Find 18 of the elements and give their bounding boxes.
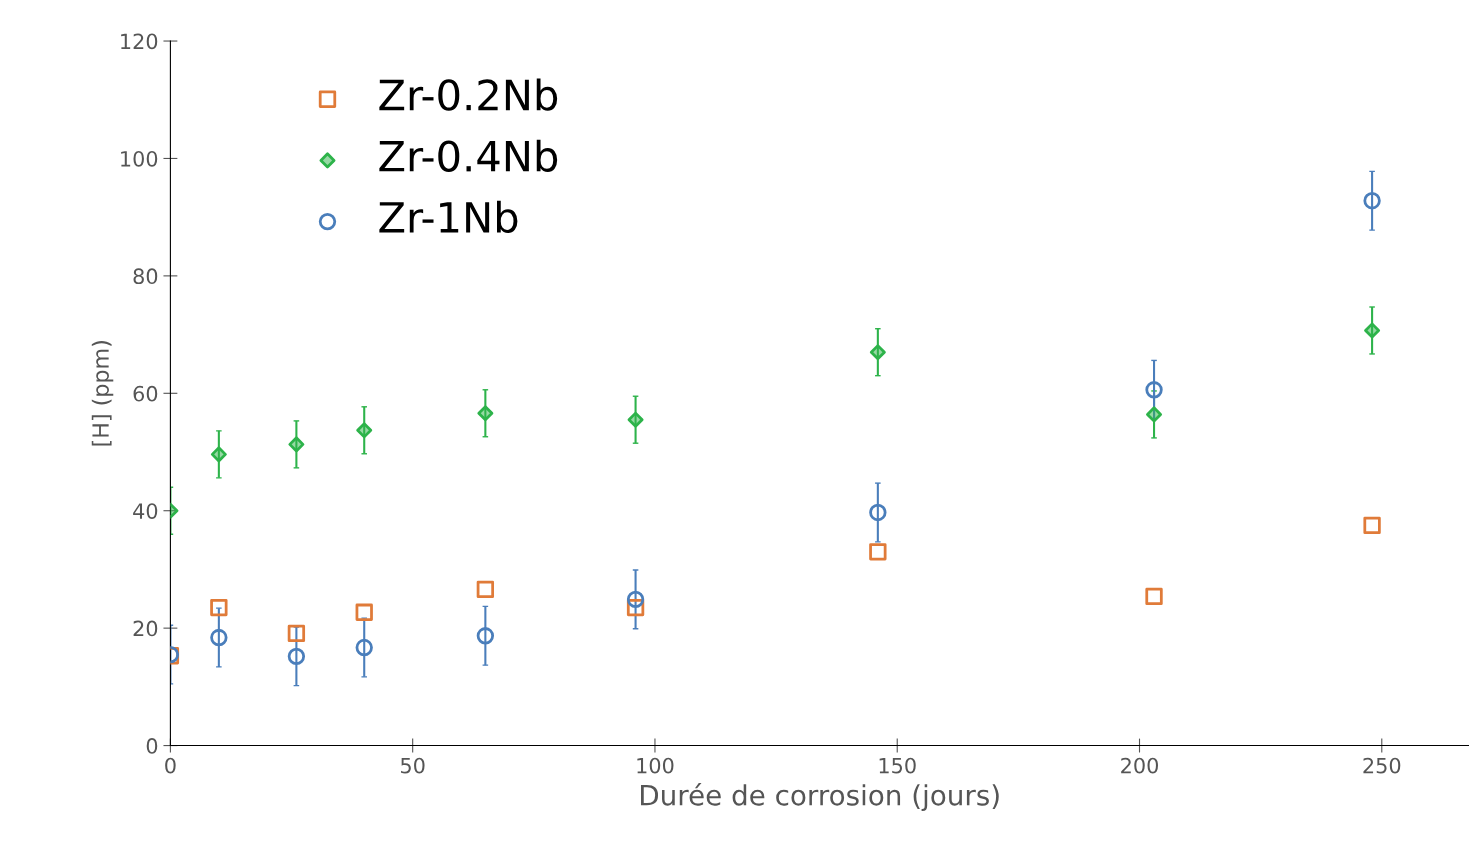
x-tick-label: 250 — [1363, 757, 1401, 774]
y-tick-label: 100 — [121, 150, 158, 167]
x-tick-label: 200 — [1121, 757, 1158, 774]
y-tick-label: 120 — [121, 33, 158, 50]
legend-label: Zr-0.2Nb — [379, 78, 558, 111]
x-tick-label: 150 — [879, 757, 916, 774]
y-tick-label: 60 — [133, 385, 158, 402]
y-tick-label: 20 — [133, 620, 158, 637]
legend-label: Zr-1Nb — [379, 200, 518, 234]
x-tick-label: 50 — [401, 757, 425, 774]
x-tick-label: 100 — [637, 757, 674, 774]
y-tick-label: 0 — [146, 738, 158, 754]
legend-label: Zr-0.4Nb — [379, 139, 558, 172]
y-tick-label: 40 — [133, 503, 158, 519]
y-tick-label: 80 — [133, 268, 158, 285]
x-tick-label: 0 — [165, 757, 176, 774]
y-axis-title: [H] (ppm) — [91, 341, 114, 446]
x-axis-title: Durée de corrosion (jours) — [641, 783, 999, 812]
